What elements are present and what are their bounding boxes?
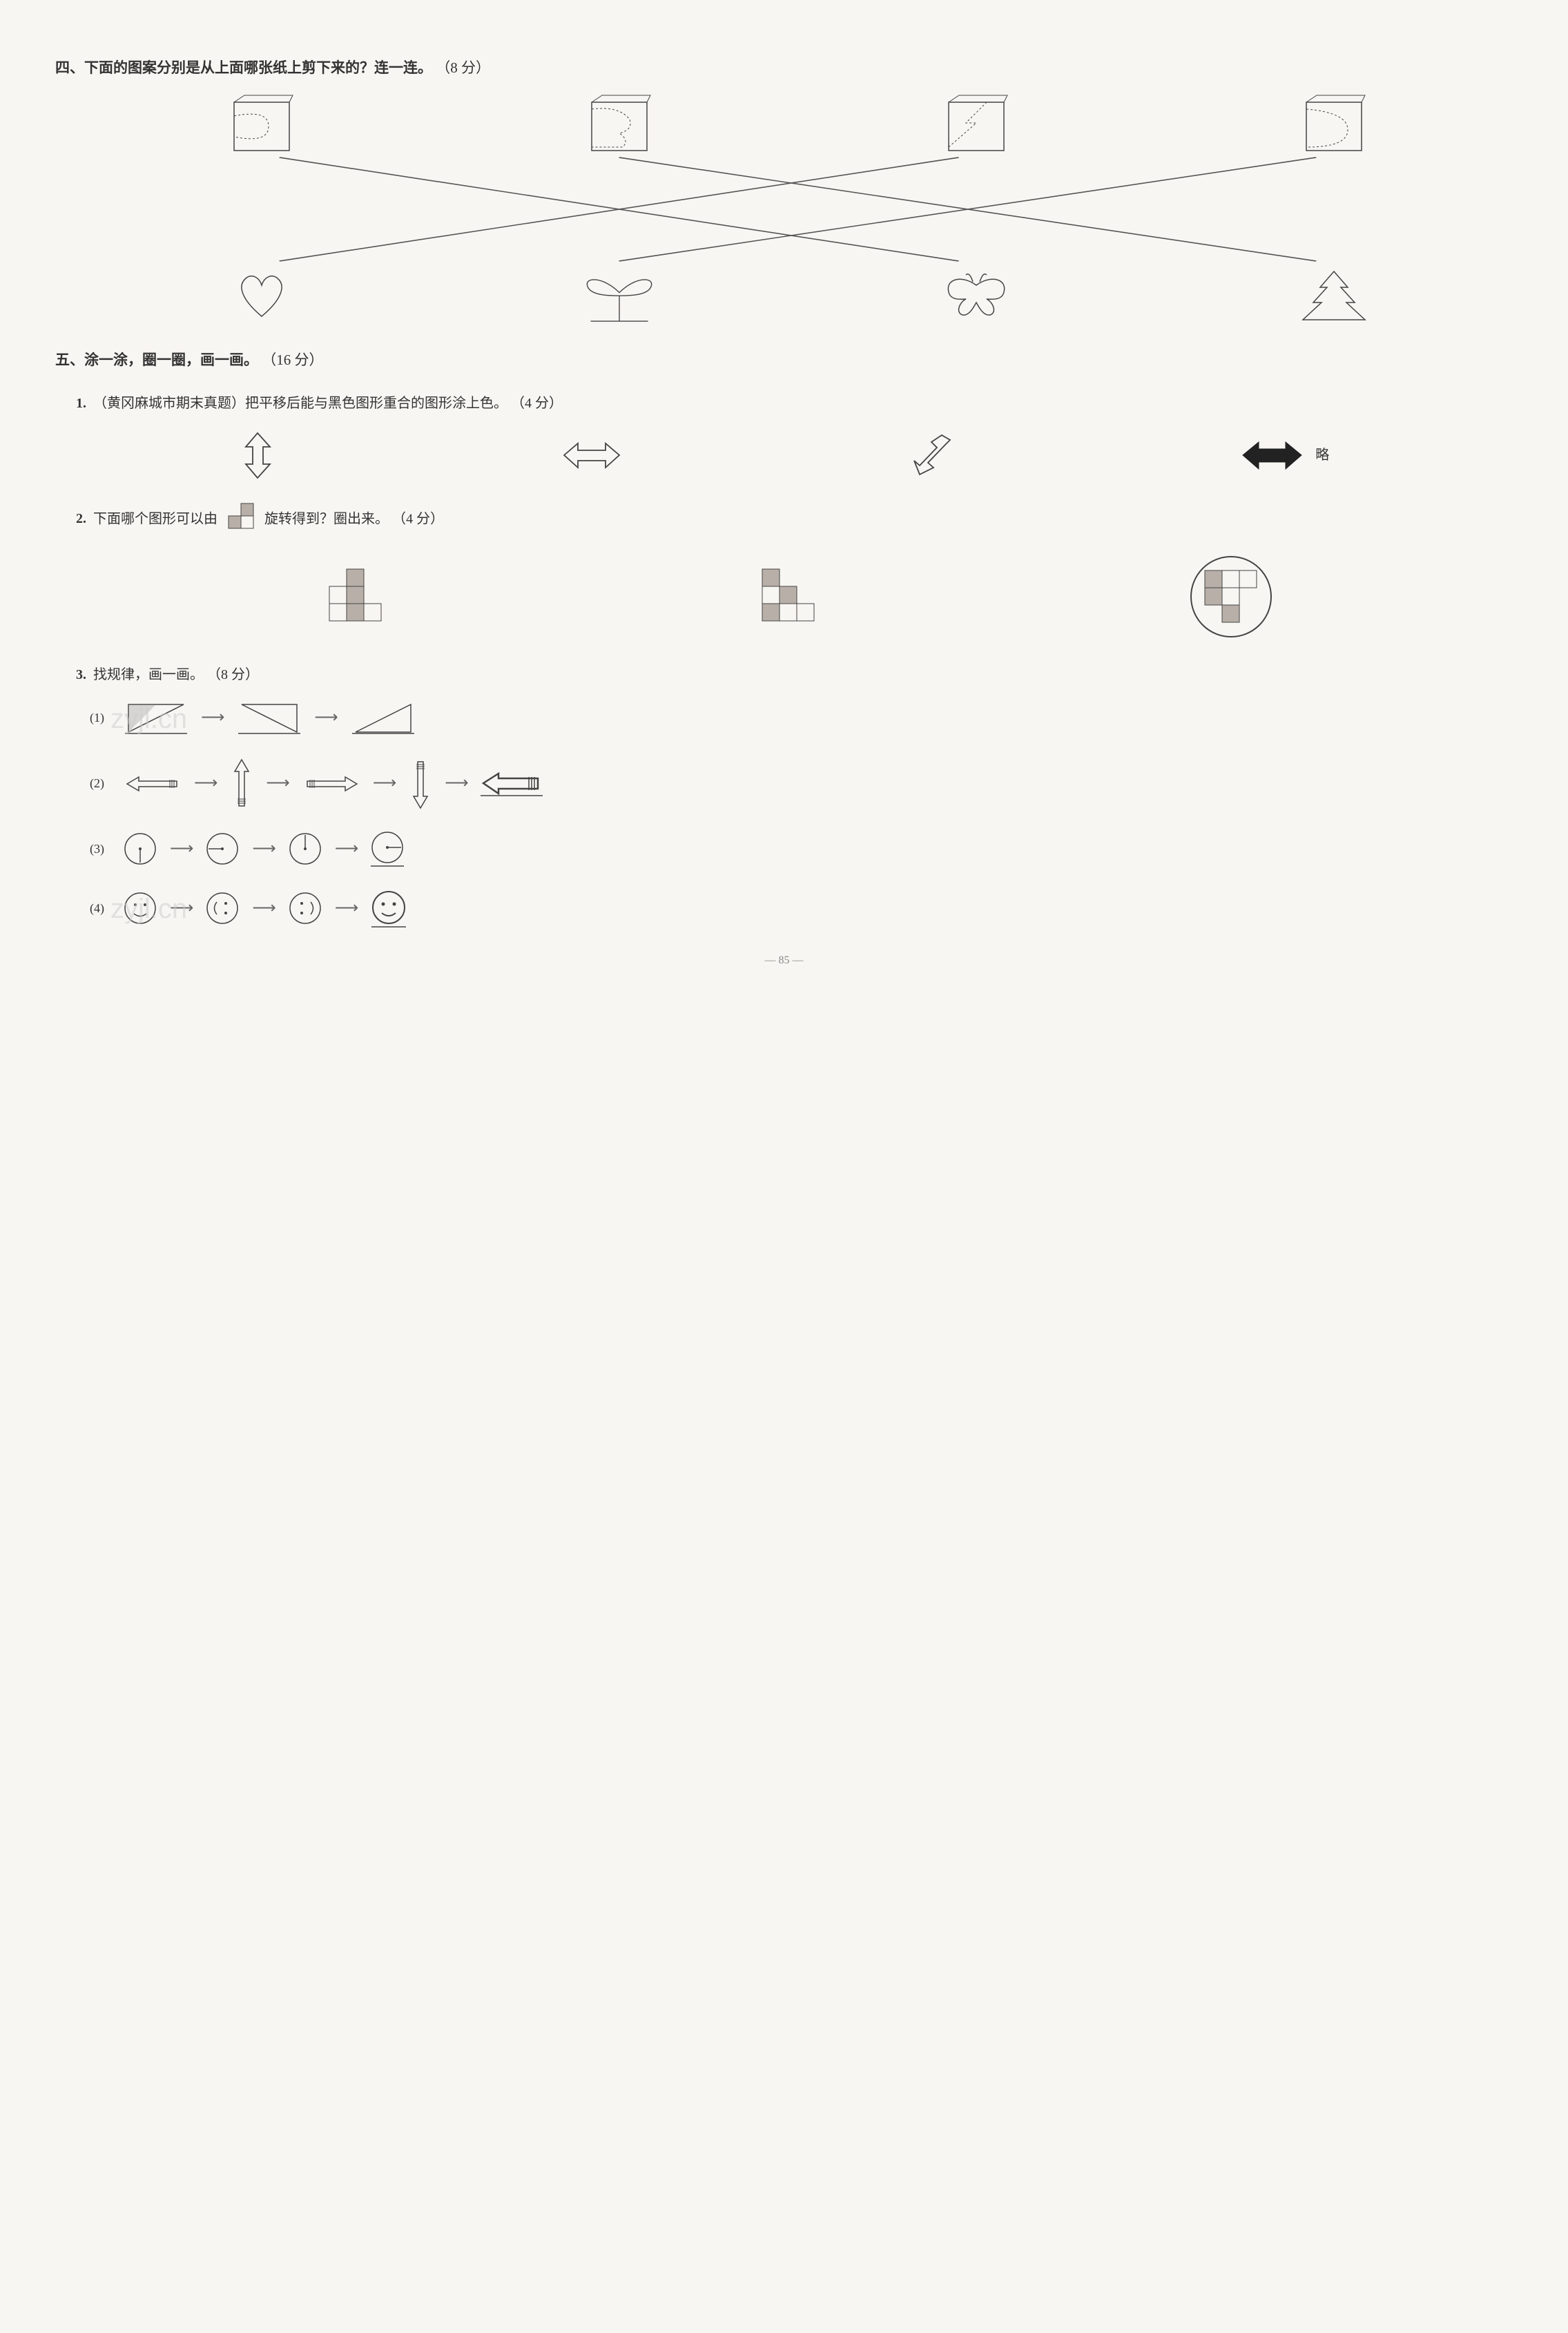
p1-label: (1) xyxy=(90,707,104,729)
sub2-num: 2. xyxy=(76,511,86,526)
sub1-text: （黄冈麻城市期末真题）把平移后能与黑色图形重合的图形涂上色。 xyxy=(93,396,507,411)
sub1-note: 略 xyxy=(1315,443,1329,468)
p4-label: (4) xyxy=(90,897,104,919)
arrow-diagonal xyxy=(907,430,956,481)
pattern-4: (4) zyjl.cn ⟶ ⟶ ⟶ xyxy=(90,887,1513,930)
paper-half-butterfly xyxy=(578,92,661,154)
p2-label: (2) xyxy=(90,772,104,794)
face-3 xyxy=(287,890,325,928)
paper-row xyxy=(83,92,1513,154)
pattern-1: (1) zyjl.cn ⟶ ⟶ xyxy=(90,698,1513,739)
q5-sub1: 1. （黄冈麻城市期末真题）把平移后能与黑色图形重合的图形涂上色。 （4 分） xyxy=(76,391,1513,416)
clock-left xyxy=(204,830,242,868)
arrow-icon: ⟶ xyxy=(252,894,275,923)
q5-header: 五、涂一涂，圈一圈，画一画。 （16 分） xyxy=(55,347,1513,374)
shape-tree xyxy=(1293,268,1375,327)
q4-header-text: 四、下面的图案分别是从上面哪张纸上剪下来的？连一连。 xyxy=(55,59,432,76)
sub3-text: 找规律，画一画。 xyxy=(93,667,204,682)
ref-tetromino xyxy=(224,502,258,538)
sub2-text-before: 下面哪个图形可以由 xyxy=(93,511,217,526)
arrow-icon: ⟶ xyxy=(170,894,193,923)
sub2-text-after: 旋转得到？圈出来。 xyxy=(264,511,389,526)
arr-up xyxy=(228,756,255,812)
q4-points: （8 分） xyxy=(436,59,490,76)
arrow-icon: ⟶ xyxy=(170,834,193,864)
arr-left-bold xyxy=(479,768,545,799)
paper-half-lightning xyxy=(935,92,1018,154)
paper-half-tree xyxy=(1293,92,1375,154)
face-1 xyxy=(122,890,159,928)
arr-right xyxy=(300,770,362,798)
clock-right xyxy=(369,829,407,870)
arrow-icon: ⟶ xyxy=(445,769,468,798)
q4-matching-area xyxy=(83,92,1513,327)
shape-heart xyxy=(220,268,303,327)
q5-header-text: 五、涂一涂，圈一圈，画一画。 xyxy=(55,352,258,368)
arr-down xyxy=(407,756,434,812)
sub3-points: （8 分） xyxy=(207,667,259,682)
arrow-icon: ⟶ xyxy=(266,769,289,798)
tri-2 xyxy=(235,698,304,739)
arrow-horizontal xyxy=(561,436,623,474)
arrow-row: 略 xyxy=(97,430,1471,481)
q5-points: （16 分） xyxy=(262,352,323,368)
arrow-icon: ⟶ xyxy=(335,834,358,864)
shape-sprout xyxy=(578,268,661,327)
rotation-options xyxy=(138,555,1458,642)
face-2 xyxy=(204,890,242,928)
shape-row xyxy=(83,268,1513,327)
sub1-points: （4 分） xyxy=(511,396,563,411)
arrow-icon: ⟶ xyxy=(335,894,358,923)
page-number: — 85 — xyxy=(55,951,1513,971)
q5-sub3: 3. 找规律，画一画。 （8 分） xyxy=(76,662,1513,687)
sub3-num: 3. xyxy=(76,667,86,682)
arrow-icon: ⟶ xyxy=(201,703,224,733)
arrow-icon: ⟶ xyxy=(252,834,275,864)
arr-left xyxy=(122,770,184,798)
q5-sub2: 2. 下面哪个图形可以由 旋转得到？圈出来。 （4 分） xyxy=(76,502,1513,538)
arrow-black-group: 略 xyxy=(1239,436,1329,474)
p3-label: (3) xyxy=(90,838,104,860)
clock-up xyxy=(287,830,325,868)
tri-1 xyxy=(122,698,191,739)
q4-header: 四、下面的图案分别是从上面哪张纸上剪下来的？连一连。 （8 分） xyxy=(55,55,1513,81)
arrow-icon: ⟶ xyxy=(194,769,217,798)
shape-butterfly xyxy=(935,268,1018,327)
sub2-points: （4 分） xyxy=(392,511,444,526)
arrow-black-filled xyxy=(1239,436,1305,474)
option-stairs-c-circled xyxy=(1186,555,1276,642)
clock-down xyxy=(122,830,159,868)
arrow-vertical xyxy=(239,430,277,481)
option-stairs-a xyxy=(320,566,389,631)
paper-half-oval xyxy=(220,92,303,154)
sub1-num: 1. xyxy=(76,396,86,411)
pattern-3: (3) ⟶ ⟶ ⟶ xyxy=(90,829,1513,870)
option-stairs-b xyxy=(753,566,822,631)
arrow-icon: ⟶ xyxy=(314,703,338,733)
pattern-2: (2) ⟶ ⟶ ⟶ ⟶ xyxy=(90,756,1513,812)
face-4 xyxy=(369,887,409,930)
arrow-icon: ⟶ xyxy=(373,769,396,798)
tri-3 xyxy=(349,698,418,739)
